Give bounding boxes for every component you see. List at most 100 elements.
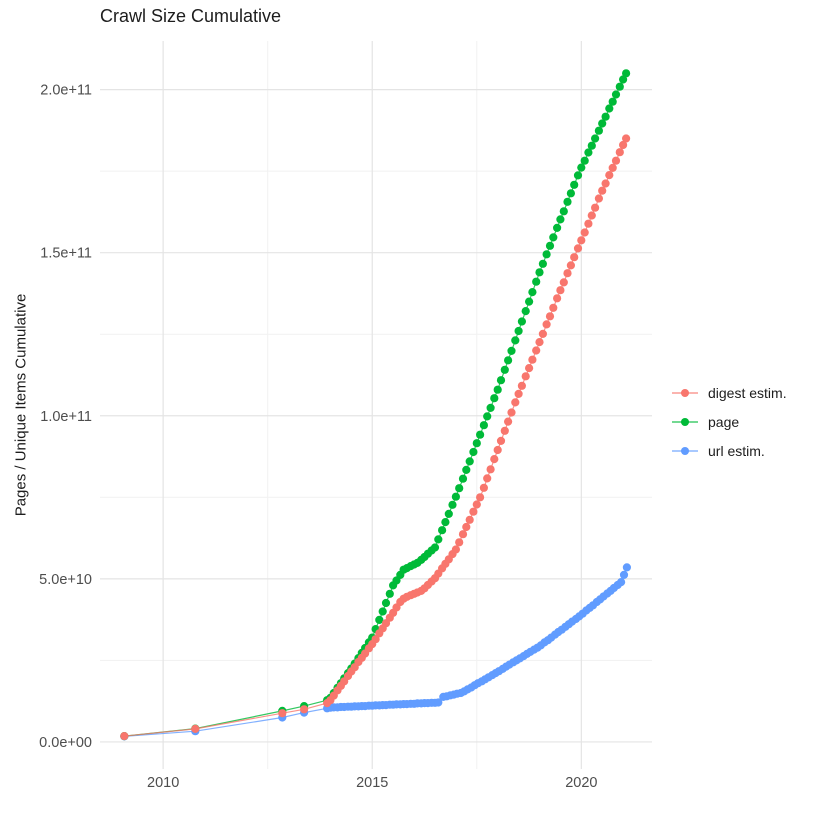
data-point [451,492,460,501]
data-point [525,297,534,306]
data-point [469,447,478,457]
data-point [611,90,621,99]
data-point [483,412,492,421]
data-point [615,148,624,157]
data-point [458,530,468,539]
data-point [472,439,481,448]
data-point [469,507,478,516]
data-point [584,219,593,228]
data-point [601,179,610,188]
data-point [496,376,506,385]
data-point [532,346,541,355]
legend-key-icon [672,446,698,456]
data-point [381,598,391,608]
legend-item-digest-estim: digest estim. [672,378,787,407]
data-point [605,104,614,113]
legend-key-icon [672,417,698,427]
data-point [622,563,632,572]
legend: digest estim. page url estim. [672,378,787,465]
data-point [278,709,287,718]
data-point [514,389,523,398]
data-point [538,259,548,268]
data-point [455,538,464,547]
data-point [580,228,589,237]
data-point [535,338,544,347]
data-point [577,163,586,172]
data-point [490,394,499,403]
data-point [619,140,628,150]
x-tick-label: 2015 [356,775,388,791]
data-point [553,223,562,232]
data-point [496,436,506,445]
data-point [300,705,309,714]
data-point [438,526,447,535]
data-point [441,518,450,527]
x-tick-label: 2010 [147,775,179,791]
data-point [455,484,464,493]
data-point [371,635,380,644]
data-point [591,203,600,212]
data-point [458,474,468,483]
data-point [573,244,583,253]
data-point [120,732,129,741]
data-point [476,493,485,502]
data-point [451,545,460,554]
data-point [549,303,558,312]
data-point [511,398,520,407]
data-point [385,589,394,598]
data-point [444,509,453,518]
data-point [517,381,527,390]
data-point [490,455,499,464]
data-point [532,277,541,286]
legend-label: page [708,413,740,430]
data-point [549,233,558,242]
data-point [465,457,474,466]
data-point [584,148,593,157]
chart-title: Crawl Size Cumulative [100,6,282,26]
data-point [448,500,457,509]
legend-label: digest estim. [708,384,787,401]
data-point [479,421,488,430]
legend-item-page: page [672,407,787,436]
legend-key-icon [672,388,698,398]
data-point [528,355,537,364]
data-point [608,163,617,172]
data-point [493,385,502,394]
data-point [580,156,589,165]
data-point [545,312,555,321]
data-point [504,417,513,426]
data-point [535,268,544,277]
data-point [462,522,471,532]
data-point [559,207,568,216]
data-point [479,483,488,492]
data-point [493,445,502,455]
data-point [591,134,600,143]
data-point [511,336,520,345]
data-point [538,329,548,338]
data-point [563,269,572,278]
data-point [542,250,551,259]
data-point [483,474,492,483]
data-point [521,307,530,316]
data-point [573,171,583,180]
data-point [514,326,523,336]
data-point [598,186,607,195]
data-point [619,75,628,84]
data-point [525,364,534,373]
data-point [545,241,555,250]
data-point [566,189,576,198]
data-point [605,171,614,180]
data-point [553,294,562,303]
data-point [191,724,200,734]
y-tick-label: 1.0e+11 [40,409,92,425]
data-point [521,372,530,381]
data-point [559,278,568,287]
data-point [619,570,629,580]
series-line [124,567,628,737]
data-point [570,180,579,189]
data-point [378,607,387,616]
data-point [472,500,481,509]
data-point [430,543,440,552]
data-point [507,408,516,417]
legend-dot-icon [681,417,689,426]
